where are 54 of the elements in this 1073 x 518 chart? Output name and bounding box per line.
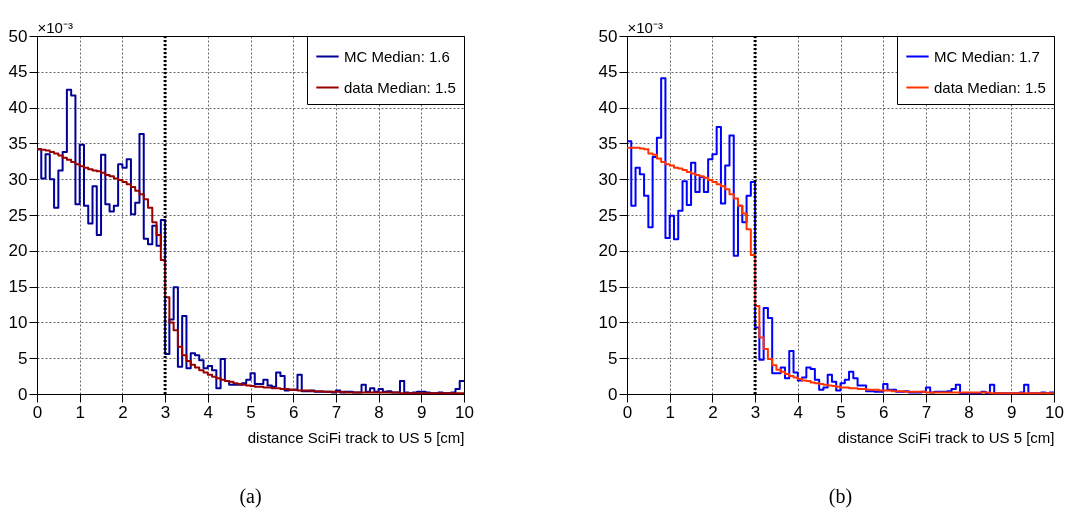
y-tick-label: 20 bbox=[598, 241, 618, 261]
legend-label: MC Median: 1.7 bbox=[934, 47, 1040, 65]
y-tick-label: 30 bbox=[8, 169, 28, 189]
y-tick-label: 5 bbox=[18, 348, 28, 368]
y-tick-label: 5 bbox=[608, 348, 618, 368]
x-tick-label: 3 bbox=[750, 402, 761, 422]
y-tick-label: 40 bbox=[598, 98, 618, 118]
y-tick-label: 0 bbox=[18, 384, 28, 404]
y-tick-label: 0 bbox=[608, 384, 618, 404]
x-tick-label: 8 bbox=[374, 402, 384, 422]
y-tick-label: 15 bbox=[598, 277, 618, 297]
y-tick-label: 45 bbox=[8, 62, 28, 82]
x-tick-label: 0 bbox=[32, 402, 43, 422]
x-axis-title: distance SciFi track to US 5 [cm] bbox=[247, 428, 465, 446]
x-tick-label: 5 bbox=[246, 402, 256, 422]
x-tick-label: 9 bbox=[417, 402, 427, 422]
y-tick-label: 30 bbox=[598, 169, 618, 189]
y-tick-label: 50 bbox=[8, 26, 28, 46]
y-tick-label: 10 bbox=[598, 312, 618, 332]
x-tick-label: 3 bbox=[160, 402, 171, 422]
x-tick-label: 4 bbox=[793, 402, 804, 422]
y-tick-label: 20 bbox=[8, 241, 28, 261]
y-axis-title: ×10⁻³ bbox=[627, 18, 663, 36]
x-tick-label: 8 bbox=[964, 402, 974, 422]
x-tick-label: 5 bbox=[836, 402, 846, 422]
x-tick-label: 10 bbox=[1045, 402, 1064, 422]
x-tick-label: 7 bbox=[921, 402, 932, 422]
x-tick-label: 6 bbox=[878, 402, 889, 422]
y-tick-label: 50 bbox=[598, 26, 618, 46]
y-tick-label: 35 bbox=[598, 133, 618, 153]
y-tick-label: 25 bbox=[8, 205, 28, 225]
x-tick-label: 7 bbox=[331, 402, 342, 422]
text: (b) bbox=[828, 485, 853, 508]
x-tick-label: 1 bbox=[665, 402, 675, 422]
y-tick-label: 25 bbox=[598, 205, 618, 225]
x-tick-label: 1 bbox=[75, 402, 85, 422]
x-tick-label: 9 bbox=[1007, 402, 1017, 422]
y-tick-label: 15 bbox=[8, 277, 28, 297]
x-axis-title: distance SciFi track to US 5 [cm] bbox=[837, 428, 1055, 446]
text: (a) bbox=[239, 485, 262, 508]
x-tick-label: 6 bbox=[288, 402, 299, 422]
x-tick-label: 4 bbox=[203, 402, 214, 422]
x-tick-label: 2 bbox=[118, 402, 128, 422]
x-tick-label: 2 bbox=[708, 402, 718, 422]
y-tick-label: 35 bbox=[8, 133, 28, 153]
x-tick-label: 10 bbox=[455, 402, 474, 422]
legend-label: data Median: 1.5 bbox=[934, 78, 1046, 96]
y-axis-title: ×10⁻³ bbox=[37, 18, 73, 36]
x-tick-label: 0 bbox=[622, 402, 633, 422]
y-tick-label: 45 bbox=[598, 62, 618, 82]
legend-label: data Median: 1.5 bbox=[344, 78, 456, 96]
y-tick-label: 10 bbox=[8, 312, 28, 332]
y-tick-label: 40 bbox=[8, 98, 28, 118]
legend-label: MC Median: 1.6 bbox=[344, 47, 450, 65]
